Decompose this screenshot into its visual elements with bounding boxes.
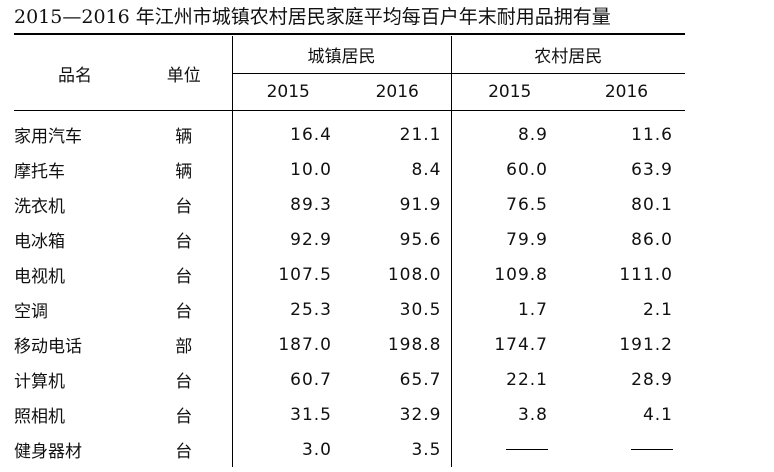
table-row: 健身器材 台 3.0 3.5 — [14, 432, 685, 467]
urban-2015-cell: 60.7 — [231, 362, 344, 397]
unit-cell: 台 — [175, 407, 193, 427]
table-row: 摩托车 辆 10.0 8.4 60.0 63.9 — [14, 152, 685, 187]
rural-2016-cell: 111.0 — [619, 264, 673, 285]
title-rule — [14, 33, 685, 35]
unit-cell: 台 — [175, 302, 193, 322]
unit-cell: 辆 — [175, 127, 193, 147]
table-row: 计算机 台 60.7 65.7 22.1 28.9 — [14, 362, 685, 397]
item-name-cell: 计算机 — [14, 372, 65, 392]
table-body: 家用汽车辆 16.4 21.1 8.9 11.6 摩托车辆 10.0 8.4 60.0 63.9 洗… — [14, 110, 685, 467]
item-name-cell: 电冰箱 — [14, 232, 65, 252]
header-urban-2016: 2016 — [344, 73, 451, 111]
rural-2015-cell: 22.1 — [450, 362, 568, 397]
unit-cell: 辆 — [175, 162, 193, 182]
rural-2016-cell: 80.1 — [631, 194, 673, 215]
rural-2016-cell: 28.9 — [631, 369, 673, 390]
item-name-cell: 电视机 — [14, 267, 65, 287]
urban-2015-cell: 16.4 — [231, 117, 344, 152]
urban-2016-cell: 32.9 — [399, 404, 442, 425]
urban-2016-cell: 21.1 — [399, 124, 442, 145]
item-name-cell: 家用汽车 — [14, 127, 82, 147]
rural-2016-cell: 63.9 — [631, 159, 673, 180]
rural-2015-cell — [450, 432, 568, 467]
unit-cell: 部 — [175, 337, 193, 357]
rural-2015-cell: 76.5 — [450, 187, 568, 222]
urban-2015-cell: 3.0 — [231, 432, 344, 467]
item-name-cell: 洗衣机 — [14, 197, 65, 217]
header-rural-2016: 2016 — [568, 73, 685, 111]
rural-2015-cell: 174.7 — [450, 327, 568, 362]
urban-2016-cell: 198.8 — [387, 334, 442, 355]
table-row: 家用汽车 辆 16.4 21.1 8.9 11.6 — [14, 117, 685, 152]
item-name-cell: 空调 — [14, 302, 48, 322]
urban-2015-cell: 25.3 — [231, 292, 344, 327]
rural-2015-cell: 1.7 — [450, 292, 568, 327]
urban-2015-cell: 187.0 — [231, 327, 344, 362]
rural-2016-cell — [568, 432, 685, 467]
urban-2016-cell: 91.9 — [399, 194, 442, 215]
rural-2015-cell: 3.8 — [450, 397, 568, 432]
item-name-cell: 照相机 — [14, 407, 65, 427]
urban-2015-cell: 89.3 — [231, 187, 344, 222]
header-unit: 单位 — [136, 36, 232, 111]
urban-2015-cell: 107.5 — [231, 257, 344, 292]
unit-cell: 台 — [175, 197, 193, 217]
rural-2015-cell: 8.9 — [450, 117, 568, 152]
urban-2016-cell: 95.6 — [399, 229, 442, 250]
urban-2016-cell: 65.7 — [399, 369, 442, 390]
header-rural-2015: 2015 — [450, 73, 568, 111]
rural-2016-cell: 11.6 — [631, 124, 673, 145]
unit-cell: 台 — [175, 267, 193, 287]
table-row: 电冰箱 台 92.9 95.6 79.9 86.0 — [14, 222, 685, 257]
no-data-dash — [506, 449, 548, 450]
rural-2015-cell: 79.9 — [450, 222, 568, 257]
urban-2016-cell: 8.4 — [411, 159, 442, 180]
urban-2015-cell: 31.5 — [231, 397, 344, 432]
urban-2015-cell: 10.0 — [231, 152, 344, 187]
table-row: 照相机 台 31.5 32.9 3.8 4.1 — [14, 397, 685, 432]
unit-cell: 台 — [175, 442, 193, 462]
rural-2015-cell: 60.0 — [450, 152, 568, 187]
unit-cell: 台 — [175, 372, 193, 392]
header-rural: 农村居民 — [450, 36, 685, 74]
unit-cell: 台 — [175, 232, 193, 252]
header-item: 品名 — [14, 36, 136, 111]
header-urban: 城镇居民 — [231, 36, 451, 74]
urban-2016-cell: 3.5 — [411, 439, 442, 460]
rural-2015-cell: 109.8 — [450, 257, 568, 292]
urban-2015-cell: 92.9 — [231, 222, 344, 257]
rural-2016-cell: 4.1 — [642, 404, 673, 425]
no-data-dash — [631, 449, 673, 450]
durables-table: 品名 单位 城镇居民 农村居民 2015 2016 2015 2016 家用汽车… — [14, 36, 685, 467]
urban-2016-cell: 108.0 — [387, 264, 442, 285]
item-name-cell: 摩托车 — [14, 162, 65, 182]
table-row: 移动电话 部 187.0 198.8 174.7 191.2 — [14, 327, 685, 362]
table-row: 电视机 台 107.5 108.0 109.8 111.0 — [14, 257, 685, 292]
item-name-cell: 移动电话 — [14, 337, 82, 357]
rural-2016-cell: 86.0 — [631, 229, 673, 250]
rural-2016-cell: 2.1 — [642, 299, 673, 320]
table-row: 空调 台 25.3 30.5 1.7 2.1 — [14, 292, 685, 327]
table-title: 2015—2016 年江州市城镇农村居民家庭平均每百户年末耐用品拥有量 — [14, 6, 611, 28]
item-name-cell: 健身器材 — [14, 442, 82, 462]
table-row: 洗衣机 台 89.3 91.9 76.5 80.1 — [14, 187, 685, 222]
header-urban-2015: 2015 — [231, 73, 344, 111]
urban-2016-cell: 30.5 — [399, 299, 442, 320]
rural-2016-cell: 191.2 — [619, 334, 673, 355]
